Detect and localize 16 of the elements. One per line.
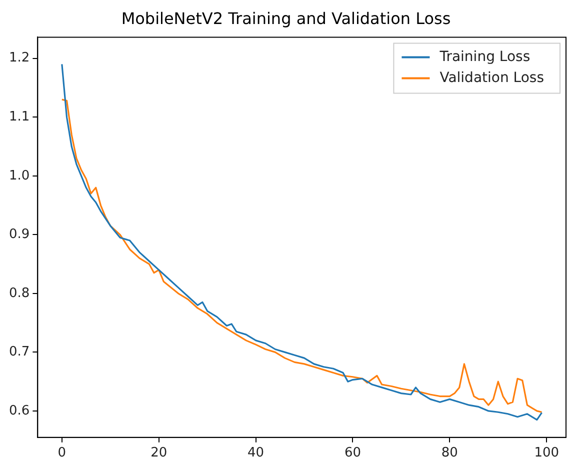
x-tick-label: 80 [441,446,458,461]
chart-title: MobileNetV2 Training and Validation Loss [121,8,451,28]
y-tick-label: 1.0 [8,168,30,184]
y-tick-label: 0.8 [8,286,30,301]
x-tick-label: 100 [534,446,560,461]
y-tick-label: 0.9 [8,227,30,242]
legend-label: Validation Loss [440,70,544,86]
x-tick-label: 40 [248,446,264,461]
x-tick-label: 20 [150,446,168,461]
x-tick-label: 0 [58,446,66,461]
x-tick-label: 60 [344,446,362,461]
legend-label: Training Loss [438,48,530,65]
y-tick-label: 1.2 [8,50,30,66]
y-tick-label: 0.7 [8,344,30,360]
y-tick-label: 1.1 [8,109,30,124]
y-tick-label: 0.6 [8,403,30,418]
